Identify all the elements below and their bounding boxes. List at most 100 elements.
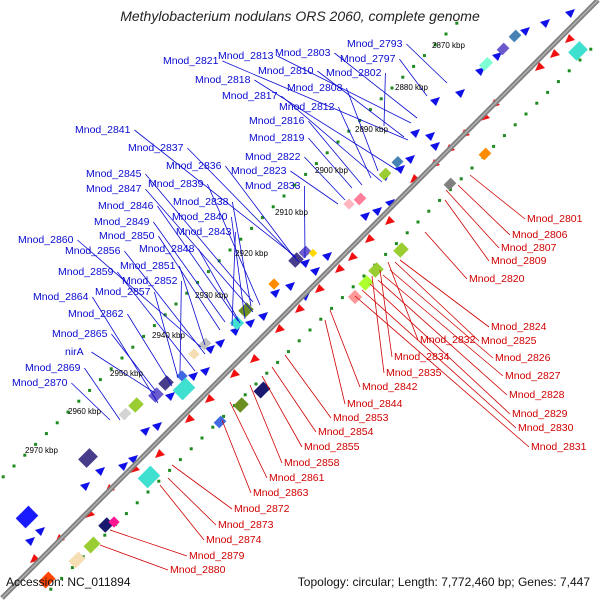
- gc-dot: [70, 566, 74, 570]
- reverse-gene-label: Mnod_2801: [527, 213, 583, 225]
- forward-gene-label: Mnod_2840: [172, 211, 228, 223]
- forward-gene-label: Mnod_2822: [245, 151, 301, 163]
- forward-label-leader: [254, 79, 398, 171]
- reverse-label-leader: [271, 366, 317, 433]
- forward-label-leader: [111, 333, 156, 391]
- forward-label-leader: [334, 52, 418, 119]
- forward-gene-arrow: [410, 129, 420, 138]
- reverse-label-leader: [394, 261, 480, 342]
- reverse-gene-label: Mnod_2855: [304, 441, 360, 453]
- reverse-gene-arrow: [550, 49, 560, 58]
- reverse-gene-label: Mnod_2872: [234, 503, 290, 515]
- reverse-label-leader: [221, 419, 252, 494]
- reverse-gene-arrow: [205, 394, 215, 403]
- gc-dot: [362, 274, 366, 278]
- forward-gene-label: Mnod_2793: [347, 38, 403, 50]
- forward-gene-arrow: [25, 537, 35, 546]
- gc-dot: [448, 188, 452, 192]
- reverse-gene-arrow: [185, 414, 195, 423]
- gc-dot: [340, 296, 344, 300]
- forward-gene-label: Mnod_2803: [275, 47, 331, 59]
- forward-gene-label: Mnod_2839: [148, 178, 204, 190]
- gc-dot: [567, 69, 571, 73]
- reverse-gene-label: Mnod_2834: [394, 351, 450, 363]
- forward-gene-label: Mnod_2865: [52, 328, 108, 340]
- reverse-gene-arrow: [275, 324, 285, 333]
- gc-dot: [49, 587, 53, 591]
- reverse-gene-arrow: [130, 464, 140, 473]
- gc-dot: [34, 442, 38, 446]
- reverse-gene-label: Mnod_2835: [386, 367, 442, 379]
- gene-block: [128, 397, 144, 413]
- reverse-label-leader: [361, 289, 517, 429]
- gc-dot: [243, 393, 247, 397]
- gc-dot: [513, 123, 517, 127]
- tick-layer: 2870 kbp 2880 kbp 2890 kbp 2900 kbp 2910 kbp…: [25, 41, 465, 455]
- forward-gene-label: Mnod_2837: [128, 142, 184, 154]
- gene-block: [478, 147, 492, 161]
- reverse-gene-label: Mnod_2828: [509, 389, 565, 401]
- gc-dot: [211, 425, 215, 429]
- gc-dot: [206, 270, 210, 274]
- tick-label: 2870 kbp: [432, 41, 465, 50]
- gene-block: [253, 381, 271, 399]
- forward-gene-label: Mnod_2856: [65, 245, 121, 257]
- gc-dot: [405, 231, 409, 235]
- gene-block: [353, 192, 367, 206]
- forward-gene-label: Mnod_2846: [98, 200, 154, 212]
- gc-dot: [239, 237, 243, 241]
- gene-block: [268, 278, 280, 290]
- forward-gene-arrow: [405, 155, 415, 164]
- gc-dot: [293, 183, 297, 187]
- gc-dot: [422, 54, 426, 58]
- gene-block: [391, 155, 404, 169]
- forward-gene-arrow: [300, 259, 310, 268]
- forward-gene-arrow: [322, 252, 332, 261]
- gc-dot: [412, 64, 416, 68]
- reverse-gene-arrow: [365, 234, 375, 243]
- forward-gene-label: Mnod_2818: [195, 74, 251, 86]
- gc-dot: [109, 367, 113, 371]
- gc-dot: [578, 58, 582, 62]
- forward-gene-arrow: [372, 207, 382, 216]
- forward-gene-arrow: [430, 97, 440, 106]
- reverse-gene-arrow: [348, 252, 358, 261]
- gc-dot: [325, 151, 329, 155]
- reverse-gene-label: Mnod_2874: [206, 534, 262, 546]
- forward-gene-arrow: [140, 427, 150, 436]
- gene-block: [68, 551, 86, 569]
- gene-block: [83, 536, 101, 554]
- forward-gene-arrow: [492, 52, 502, 61]
- gc-dot: [556, 80, 560, 84]
- gc-dot: [535, 101, 539, 105]
- gc-dot: [433, 43, 437, 47]
- tick-label: 2940 kbp: [152, 331, 185, 340]
- gc-dot: [308, 328, 312, 332]
- forward-gene-label: Mnod_2852: [122, 275, 178, 287]
- gc-dot: [163, 313, 167, 317]
- reverse-label-leader: [444, 199, 490, 262]
- gc-dot: [196, 280, 200, 284]
- reverse-gene-label: Mnod_2825: [481, 335, 537, 347]
- gc-dot: [304, 172, 308, 176]
- gene-block: [38, 571, 56, 589]
- forward-gene-arrow: [258, 312, 268, 321]
- reverse-gene-label: Mnod_2842: [362, 381, 418, 393]
- gc-dot: [379, 97, 383, 101]
- reverse-label-leader: [469, 174, 526, 220]
- gene-block: [233, 397, 249, 413]
- reverse-gene-label: Mnod_2844: [347, 398, 403, 410]
- forward-gene-arrow: [455, 89, 465, 98]
- gc-dot: [254, 382, 258, 386]
- reverse-gene-label: Mnod_2820: [469, 273, 525, 285]
- gene-block: [568, 41, 588, 61]
- forward-gene-label: Mnod_2812: [279, 101, 335, 113]
- forward-gene-arrow: [95, 467, 105, 476]
- gc-dot: [120, 356, 124, 360]
- forward-label-leader: [198, 248, 241, 324]
- reverse-label-leader: [369, 283, 511, 415]
- forward-label-leader: [308, 120, 363, 186]
- tick-label: 2960 kbp: [68, 407, 101, 416]
- gc-dot: [222, 414, 226, 418]
